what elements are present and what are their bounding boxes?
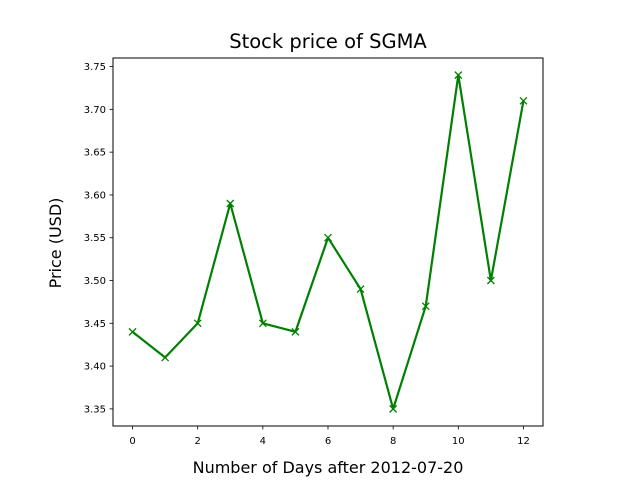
y-tick-label: 3.65 (84, 148, 106, 159)
x-tick-label: 8 (390, 436, 396, 447)
y-axis: 3.35 3.40 3.45 3.50 3.55 3.60 3.65 3.70 3.75 (84, 62, 113, 415)
x-tick-label: 12 (517, 436, 530, 447)
data-point-marker (324, 233, 332, 242)
y-tick-label: 3.55 (84, 233, 106, 244)
data-point-marker (193, 319, 202, 328)
marker-stroke (519, 96, 528, 105)
y-tick-label: 3.60 (84, 190, 106, 201)
y-tick-label: 3.35 (84, 404, 106, 415)
x-axis: 0 2 4 6 8 10 12 (129, 426, 530, 447)
marker-stroke (389, 404, 398, 413)
y-tick-label: 3.50 (84, 276, 106, 287)
marker-stroke (258, 319, 267, 328)
x-tick-label: 10 (452, 436, 465, 447)
plot-frame (112, 57, 544, 427)
data-point-marker (258, 319, 267, 328)
data-point-marker (128, 327, 137, 336)
marker-stroke (421, 302, 430, 311)
x-tick-label: 6 (325, 436, 331, 447)
y-tick-label: 3.70 (84, 105, 106, 116)
marker-stroke (324, 233, 332, 242)
y-axis-label: Price (USD) (46, 198, 65, 289)
marker-stroke (193, 319, 202, 328)
x-tick-label: 4 (260, 436, 266, 447)
marker-stroke (454, 71, 463, 80)
data-point-marker (454, 71, 463, 80)
y-tick-label: 3.75 (84, 62, 106, 73)
x-axis-label: Number of Days after 2012-07-20 (193, 458, 464, 477)
data-point-marker (486, 276, 495, 285)
marker-stroke (161, 353, 170, 362)
chart-title: Stock price of SGMA (229, 30, 427, 53)
data-point-marker (291, 327, 300, 336)
data-point-marker (519, 96, 528, 105)
x-tick-label: 2 (195, 436, 201, 447)
marker-stroke (486, 276, 495, 285)
plot-area (112, 57, 544, 427)
data-point-marker (389, 404, 398, 413)
marker-stroke (291, 327, 300, 336)
data-point-marker (226, 199, 235, 208)
data-point-marker (421, 302, 430, 311)
marker-stroke (356, 285, 365, 294)
data-point-marker (161, 353, 170, 362)
marker-stroke (226, 199, 235, 208)
y-tick-label: 3.45 (84, 319, 106, 330)
series-layer (128, 71, 528, 413)
marker-stroke (128, 327, 137, 336)
x-tick-label: 0 (129, 436, 135, 447)
y-tick-label: 3.40 (84, 362, 106, 373)
data-point-marker (356, 285, 365, 294)
